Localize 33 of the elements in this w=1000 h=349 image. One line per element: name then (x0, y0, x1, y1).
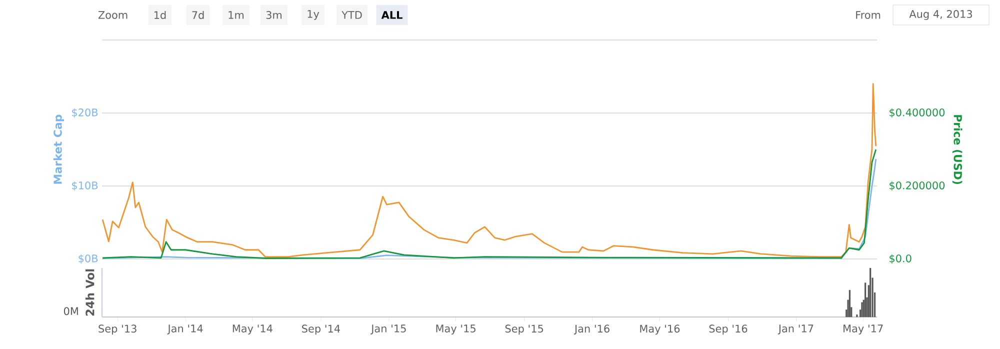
text: 1d (154, 10, 166, 20)
x-tick-label: Jan '16 (574, 324, 610, 335)
x-tick-label: May '15 (436, 324, 476, 334)
x-tick-label: Sep '15 (505, 324, 544, 335)
y2-tick-label: $0.400000 (890, 108, 945, 118)
x-tick-label: May '17 (844, 324, 883, 334)
text: ALL (381, 11, 402, 19)
text: Zoom (98, 11, 128, 19)
y2-tick-label: $0.200000 (890, 181, 945, 191)
y-tick-label: $20B (72, 108, 98, 118)
y-axis-title: Market Cap (53, 114, 64, 184)
y2-tick-label: $0.0 (890, 254, 912, 264)
x-tick-label: Sep '13 (98, 324, 136, 335)
y-axis-title: 24h Vol (85, 269, 94, 316)
text: YTD (342, 11, 362, 19)
text: 7d (192, 10, 204, 20)
y-tick-label: $10B (72, 181, 98, 191)
x-tick-label: Jan '15 (370, 324, 406, 334)
x-tick-label: Sep '16 (709, 324, 748, 335)
y2-axis-title: Price (USD) (952, 115, 962, 184)
text: From (856, 11, 880, 19)
line-series (102, 83, 877, 258)
text: 1m (228, 11, 244, 19)
text: Aug 4, 2013 (909, 10, 972, 20)
y-tick-label: $0B (78, 254, 98, 264)
text: 0M (64, 307, 78, 316)
x-tick-label: Jan '14 (167, 324, 203, 334)
x-tick-label: May '14 (232, 324, 272, 334)
x-tick-label: May '16 (640, 324, 680, 335)
text: 3m (266, 11, 282, 19)
x-tick-label: Sep '14 (302, 324, 340, 335)
x-tick-label: Jan '17 (778, 324, 814, 334)
text: 1y (308, 10, 320, 20)
